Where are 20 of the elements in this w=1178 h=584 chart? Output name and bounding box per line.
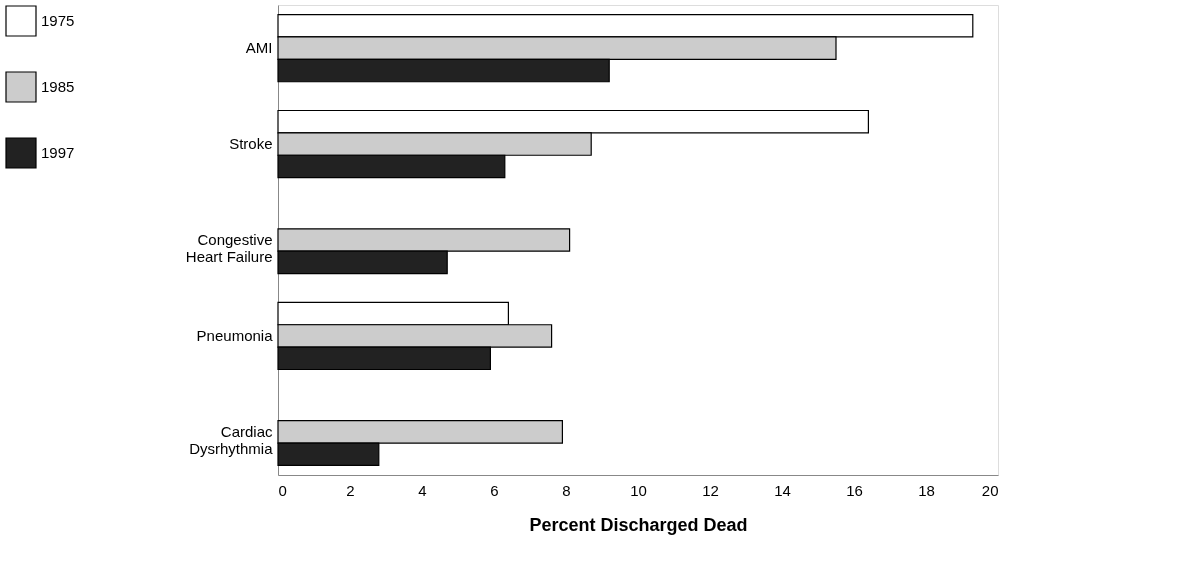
x-tick-label: 2 — [346, 481, 355, 499]
x-tick-label: 20 — [981, 481, 999, 499]
x-tick-label: 0 — [278, 481, 287, 499]
x-tick-label: 8 — [562, 481, 571, 499]
x-tick-label: 4 — [418, 481, 427, 499]
x-tick-label: 14 — [774, 481, 791, 499]
x-tick-label: 6 — [490, 481, 499, 499]
x-tick-label: 18 — [918, 481, 935, 499]
x-tick-label: 10 — [630, 481, 647, 499]
legend-label: 1985 — [41, 78, 75, 95]
y-tick-label: Stroke — [229, 135, 273, 153]
legend-label: 1975 — [41, 12, 75, 29]
y-tick-label: AMI — [245, 39, 273, 57]
y-tick-label: Cardiac Dysrhythmia — [189, 422, 274, 457]
y-tick-label: Congestive Heart Failure — [185, 231, 273, 265]
y-tick-label: Pneumonia — [196, 326, 274, 344]
x-tick-label: 12 — [702, 481, 719, 499]
x-axis-title: Percent Discharged Dead — [529, 514, 748, 535]
legend-label: 1997 — [41, 144, 75, 161]
x-tick-label: 16 — [846, 481, 863, 499]
